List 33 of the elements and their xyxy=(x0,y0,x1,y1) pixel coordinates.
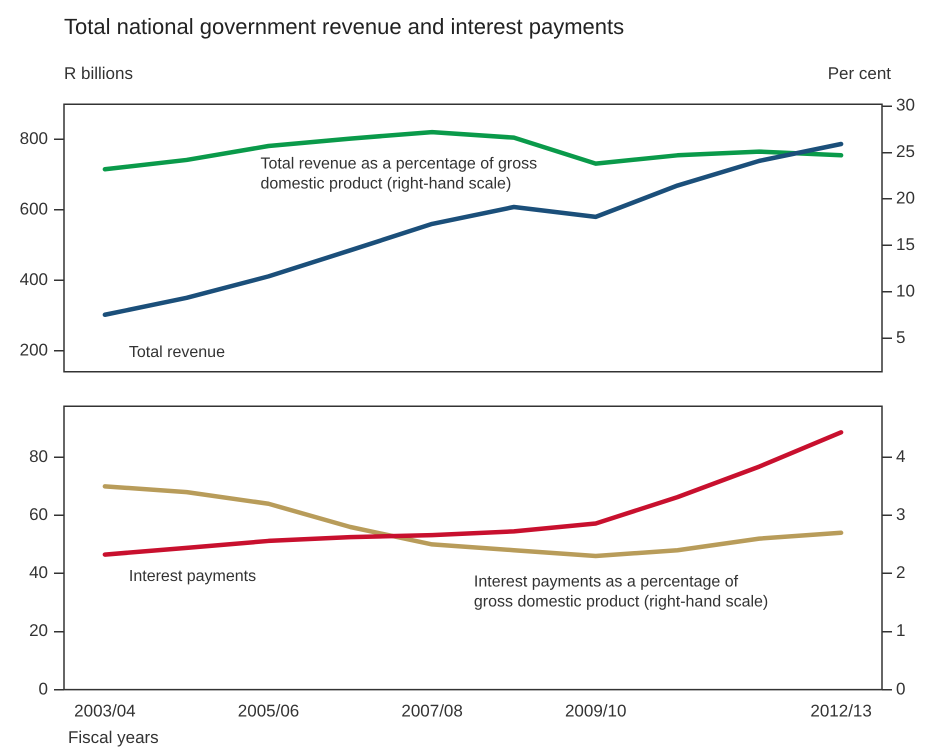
y2-tick-label: 3 xyxy=(896,505,906,524)
y2-tick-label: 4 xyxy=(896,446,906,466)
series-label: Interest payments as a percentage of gross domestic product (right-hand scale) xyxy=(474,574,768,611)
x-tick-label: 2003/04 xyxy=(74,701,136,720)
y2-tick-label: 0 xyxy=(896,679,906,698)
y-tick-label: 80 xyxy=(29,446,48,466)
y-tick-label: 200 xyxy=(20,340,48,360)
y-tick-label: 600 xyxy=(20,200,48,219)
y-axis-title: R billions xyxy=(64,64,133,84)
y2-tick-label: 30 xyxy=(896,96,915,115)
series-label: Interest payments xyxy=(128,568,256,585)
x-tick-label: 2007/08 xyxy=(401,701,463,720)
x-tick-label: 2005/06 xyxy=(238,701,300,720)
y-tick-label: 800 xyxy=(20,129,48,148)
text: Total revenue xyxy=(128,344,226,362)
y2-tick-label: 2 xyxy=(896,563,906,582)
y-tick-label: 40 xyxy=(29,563,48,582)
y2-tick-label: 15 xyxy=(896,235,915,254)
series-label: Total revenue as a percentage of gross domestic product (right-hand scale) xyxy=(260,155,538,192)
y-tick-label: 400 xyxy=(20,270,48,289)
chart-title: Total national government revenue and interest payments xyxy=(64,14,624,40)
y-tick-label: 0 xyxy=(38,679,48,698)
x-tick-label: 2012/13 xyxy=(810,701,872,720)
x-axis-title: Fiscal years xyxy=(68,728,159,748)
x-tick-label: 2009/10 xyxy=(564,701,626,720)
y2-tick-label: 25 xyxy=(896,142,915,162)
y2-tick-label: 20 xyxy=(896,188,915,208)
y-tick-label: 20 xyxy=(29,621,48,640)
y2-tick-label: 5 xyxy=(896,328,906,348)
y2-tick-label: 10 xyxy=(896,282,915,301)
y2-axis-title: Per cent xyxy=(828,64,891,84)
y2-tick-label: 1 xyxy=(896,621,906,640)
y-tick-label: 60 xyxy=(29,505,48,524)
